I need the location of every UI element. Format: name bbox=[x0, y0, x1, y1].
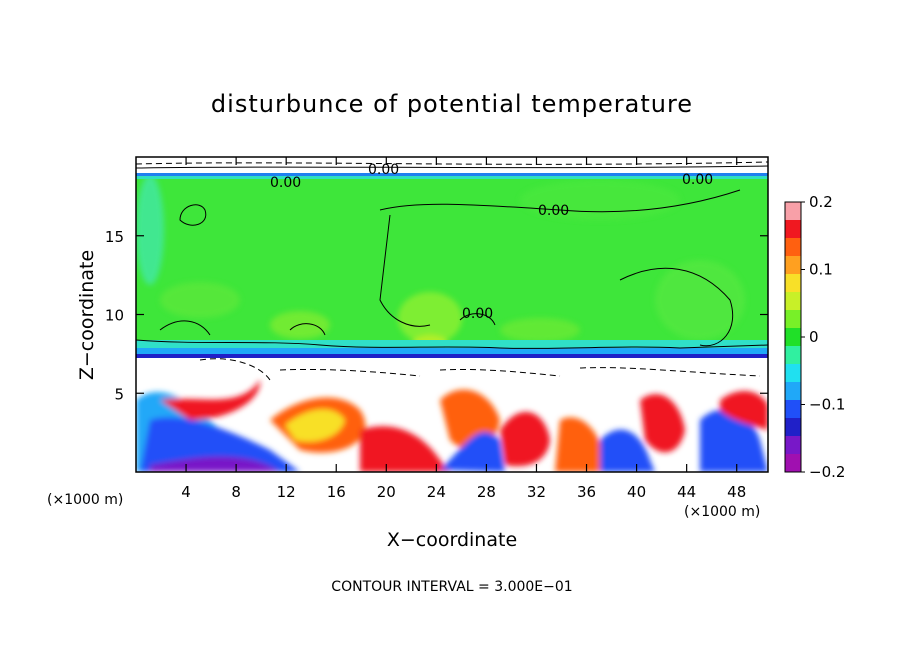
x-tick-label: 36 bbox=[577, 483, 596, 501]
colorbar-tick-label: 0 bbox=[809, 328, 819, 346]
colorbar-tick-label: 0.2 bbox=[809, 193, 833, 211]
x-tick-label: 16 bbox=[327, 483, 346, 501]
colorbar-swatch bbox=[785, 220, 801, 239]
top-boundary-layer bbox=[136, 157, 768, 179]
colorbar-swatch bbox=[785, 274, 801, 293]
x-tick-label: 4 bbox=[181, 483, 191, 501]
plot-area: 0.00 0.00 0.00 0.00 0.00 bbox=[136, 157, 768, 472]
colorbar-swatch bbox=[785, 328, 801, 347]
colorbar-swatch bbox=[785, 238, 801, 257]
contour-label: 0.00 bbox=[270, 175, 301, 191]
colorbar-swatch bbox=[785, 202, 801, 221]
x-tick-label: 24 bbox=[427, 483, 446, 501]
x-unit-right: (×1000 m) bbox=[684, 504, 760, 520]
colorbar-swatch bbox=[785, 310, 801, 329]
y-tick-label: 15 bbox=[105, 228, 124, 246]
colorbar-swatch bbox=[785, 436, 801, 455]
colorbar-swatch bbox=[785, 382, 801, 401]
x-tick-label: 20 bbox=[377, 483, 396, 501]
contour-value-labels: 0.00 0.00 0.00 0.00 0.00 bbox=[270, 162, 713, 322]
colorbar-swatch bbox=[785, 346, 801, 365]
colorbar-swatch bbox=[785, 454, 801, 473]
colorbar-tick-label: 0.1 bbox=[809, 261, 833, 279]
x-axis-label: X−coordinate bbox=[387, 529, 517, 551]
x-ticks: 4 8 12 16 20 24 28 32 36 40 44 48 bbox=[181, 157, 746, 501]
contour-interval-footer: CONTOUR INTERVAL = 3.000E−01 bbox=[331, 579, 572, 595]
colorbar: 0.2 0.1 0 −0.1 −0.2 bbox=[784, 193, 845, 481]
colorbar-tick-label: −0.2 bbox=[809, 463, 845, 481]
colorbar-swatch bbox=[785, 400, 801, 419]
x-tick-label: 32 bbox=[527, 483, 546, 501]
x-unit-left: (×1000 m) bbox=[47, 492, 123, 508]
x-tick-label: 48 bbox=[727, 483, 746, 501]
lower-turbulent-field bbox=[136, 380, 768, 472]
y-tick-label: 10 bbox=[105, 307, 124, 325]
y-tick-label: 5 bbox=[114, 385, 124, 403]
contour-label: 0.00 bbox=[682, 172, 713, 188]
colorbar-swatch bbox=[785, 292, 801, 311]
x-tick-label: 28 bbox=[477, 483, 496, 501]
contour-lines bbox=[136, 161, 768, 381]
y-ticks: 5 10 15 bbox=[105, 228, 768, 403]
contour-label: 0.00 bbox=[462, 306, 493, 322]
contour-label: 0.00 bbox=[368, 162, 399, 178]
y-axis-label: Z−coordinate bbox=[76, 250, 98, 380]
colorbar-swatch bbox=[785, 418, 801, 437]
x-tick-label: 44 bbox=[677, 483, 696, 501]
colorbar-swatch bbox=[785, 364, 801, 383]
x-tick-label: 8 bbox=[231, 483, 241, 501]
colorbar-swatch bbox=[785, 256, 801, 275]
contour-label: 0.00 bbox=[538, 203, 569, 219]
x-tick-label: 12 bbox=[277, 483, 296, 501]
x-tick-label: 40 bbox=[627, 483, 646, 501]
chart-title: disturbunce of potential temperature bbox=[211, 90, 693, 118]
colorbar-tick-label: −0.1 bbox=[809, 396, 845, 414]
